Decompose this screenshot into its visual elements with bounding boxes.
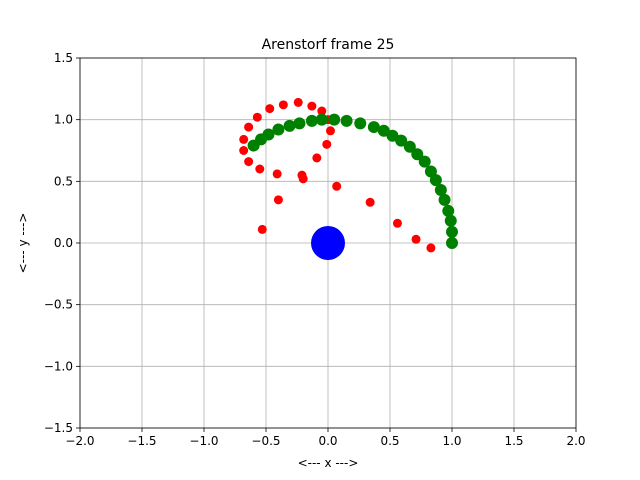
data-point [411, 148, 424, 161]
data-point [265, 104, 275, 114]
data-point [315, 113, 328, 126]
x-tick-label: 0.0 [318, 434, 337, 448]
data-point [311, 226, 345, 260]
data-point [247, 139, 260, 152]
y-tick-label: −1.0 [44, 359, 73, 373]
x-tick-label: −2.0 [65, 434, 94, 448]
data-point [446, 225, 458, 238]
data-point [257, 224, 267, 234]
y-axis-label: <--- y ---> [16, 213, 30, 274]
data-points [239, 97, 458, 260]
data-point [328, 113, 341, 126]
data-point [367, 121, 380, 134]
axis-ticks: −2.0 −1.5 −1.0 −0.5 0.0 0.5 1.0 1.5 2.0−1.5−1.0−… [44, 51, 586, 448]
data-point [395, 134, 408, 147]
x-axis-label: <--- x ---> [298, 456, 359, 470]
data-point [317, 106, 327, 116]
data-point [332, 181, 342, 191]
data-point [386, 129, 399, 142]
y-tick-label: −0.5 [44, 298, 73, 312]
data-point [426, 243, 436, 253]
data-point [255, 164, 265, 174]
data-point [377, 124, 390, 137]
data-point [438, 193, 451, 206]
data-point [272, 123, 285, 136]
data-point [293, 97, 303, 107]
series-2 [311, 226, 345, 260]
data-point [446, 237, 458, 249]
x-tick-label: 0.5 [380, 434, 399, 448]
data-point [307, 101, 317, 111]
data-point [244, 122, 254, 132]
x-tick-label: −0.5 [251, 434, 280, 448]
chart-title: Arenstorf frame 25 [262, 37, 395, 53]
data-point [239, 146, 249, 155]
series-1 [247, 113, 458, 249]
data-point [325, 126, 335, 136]
data-point [403, 140, 416, 153]
data-point [239, 134, 249, 144]
data-point [424, 165, 437, 178]
data-point [273, 195, 283, 205]
data-point [283, 119, 296, 132]
series-0 [239, 97, 456, 253]
x-tick-label: 1.0 [442, 434, 461, 448]
data-point [444, 214, 457, 227]
data-point [278, 100, 288, 110]
data-point [322, 139, 332, 149]
data-point [272, 169, 282, 179]
data-point [293, 117, 306, 130]
y-tick-label: 0.5 [54, 174, 73, 188]
y-tick-label: 0.0 [54, 236, 73, 250]
x-tick-label: 1.5 [504, 434, 523, 448]
x-tick-label: −1.5 [127, 434, 156, 448]
y-tick-label: 1.5 [54, 51, 73, 65]
y-tick-label: −1.5 [44, 421, 73, 435]
data-point [297, 170, 307, 180]
data-point [244, 157, 254, 167]
x-tick-label: −1.0 [189, 434, 218, 448]
data-point [442, 204, 455, 217]
data-point [354, 117, 367, 130]
y-tick-label: 1.0 [54, 113, 73, 127]
data-point [418, 155, 431, 168]
data-point [340, 114, 353, 127]
data-point [305, 114, 318, 127]
data-point [252, 112, 262, 122]
data-point [411, 234, 421, 244]
data-point [365, 197, 375, 207]
data-point [392, 218, 402, 228]
data-point [434, 183, 447, 196]
x-tick-label: 2.0 [566, 434, 585, 448]
data-point [312, 153, 322, 163]
